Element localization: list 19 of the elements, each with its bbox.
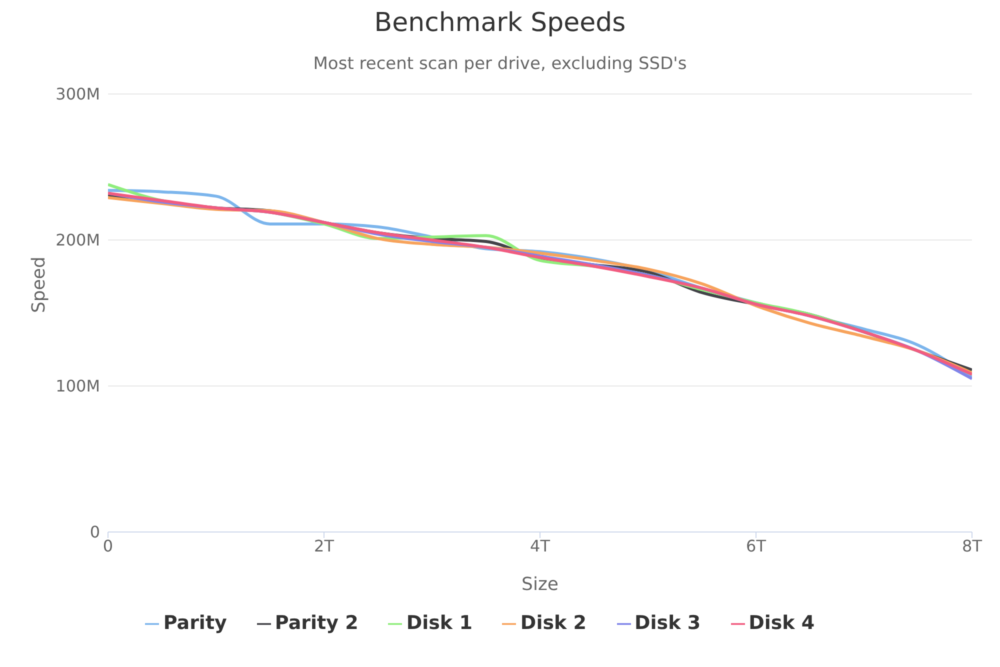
x-axis-title: Size	[522, 574, 558, 595]
chart-title: Benchmark Speeds	[373, 8, 627, 38]
legend-label: Disk 3	[634, 612, 701, 634]
x-tick-label: 2T	[314, 536, 334, 556]
x-tick-label: 0	[102, 536, 114, 556]
x-tick-label: 4T	[530, 536, 550, 556]
y-axis-title: Speed	[28, 256, 50, 313]
y-tick-label: 100M	[56, 376, 100, 396]
legend-label: Disk 1	[406, 612, 472, 634]
x-tick-label: 6T	[746, 536, 766, 556]
y-tick-label: 200M	[56, 230, 100, 250]
x-tick-label: 8T	[962, 536, 982, 556]
legend-label: Parity 2	[274, 612, 358, 634]
chart-subtitle: Most recent scan per drive, excluding SSD's	[312, 54, 688, 74]
legend-label: Disk 2	[520, 612, 586, 634]
legend-label: Disk 4	[748, 612, 815, 634]
legend-label: Parity	[163, 612, 227, 634]
y-tick-label: 300M	[56, 84, 100, 104]
y-tick-label: 0	[90, 522, 100, 542]
